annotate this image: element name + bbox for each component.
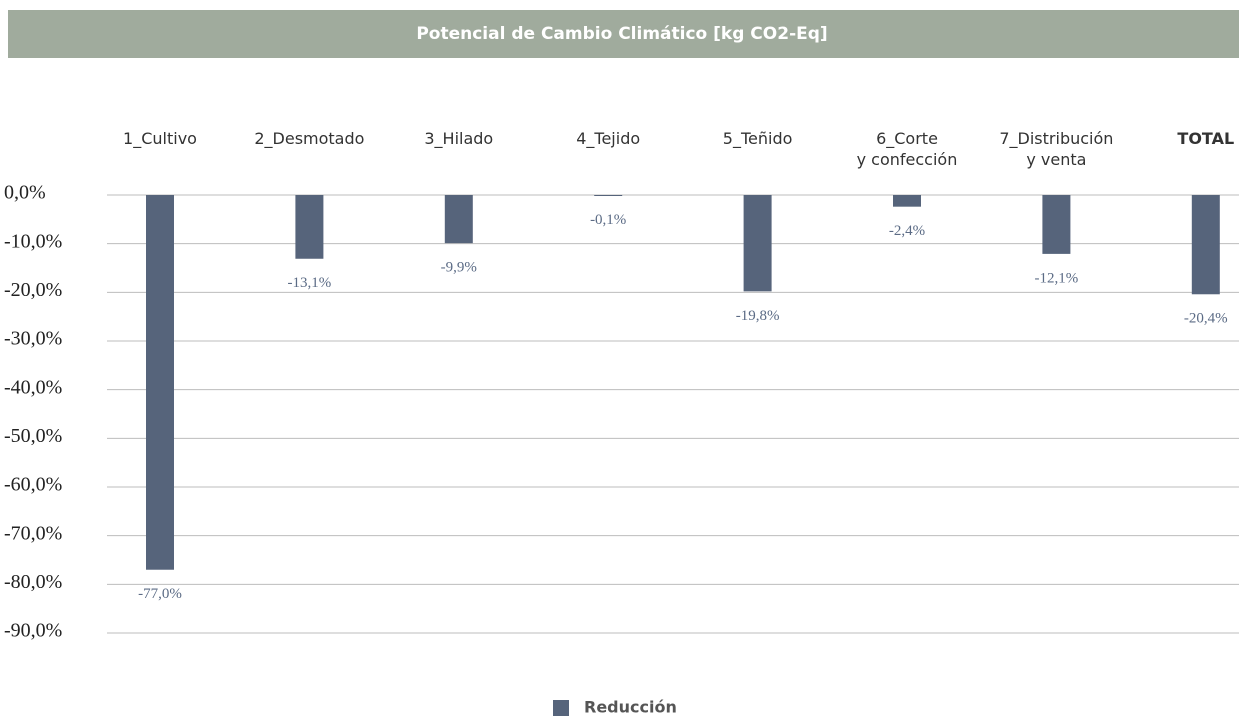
value-label: -0,1% xyxy=(590,212,626,228)
y-tick-label: -20,0% xyxy=(4,279,62,301)
value-label: -9,9% xyxy=(441,260,477,276)
y-tick-label: -70,0% xyxy=(4,522,62,544)
value-label: -19,8% xyxy=(736,308,780,324)
x-tick-label: 4_Tejido xyxy=(576,129,641,148)
x-tick-label: 1_Cultivo xyxy=(123,129,197,148)
y-tick-label: -10,0% xyxy=(4,230,62,252)
value-label: -13,1% xyxy=(288,275,332,291)
x-tick-label: TOTAL xyxy=(1177,129,1235,148)
y-tick-label: -80,0% xyxy=(4,571,62,593)
x-tick-label: 3_Hilado xyxy=(424,129,494,148)
x-tick-label: 2_Desmotado xyxy=(254,129,365,148)
bar xyxy=(146,195,174,570)
value-label: -12,1% xyxy=(1035,270,1079,286)
bar xyxy=(743,195,772,292)
bar xyxy=(295,195,324,259)
legend-label: Reducción xyxy=(584,698,677,717)
bar xyxy=(1191,195,1220,295)
bar xyxy=(594,195,623,196)
bar xyxy=(444,195,473,244)
chart-title: Potencial de Cambio Climático [kg CO2-Eq… xyxy=(416,24,827,44)
x-tick-label: 6_Corte y confección xyxy=(856,129,958,169)
y-tick-label: -50,0% xyxy=(4,425,62,447)
x-tick-label: 7_Distribución y venta xyxy=(999,129,1114,169)
value-label: -20,4% xyxy=(1184,311,1228,327)
legend-swatch xyxy=(553,700,569,716)
y-tick-label: 0,0% xyxy=(4,182,46,204)
value-label: -2,4% xyxy=(889,223,925,239)
bar xyxy=(893,195,921,207)
value-label: -77,0% xyxy=(138,586,182,602)
y-tick-label: -90,0% xyxy=(4,620,62,642)
title-bar xyxy=(8,10,1239,58)
x-tick-label: 5_Teñido xyxy=(722,129,793,148)
bar xyxy=(1042,195,1071,254)
y-tick-label: -30,0% xyxy=(4,328,62,350)
y-tick-label: -40,0% xyxy=(4,376,62,398)
y-tick-label: -60,0% xyxy=(4,474,62,496)
